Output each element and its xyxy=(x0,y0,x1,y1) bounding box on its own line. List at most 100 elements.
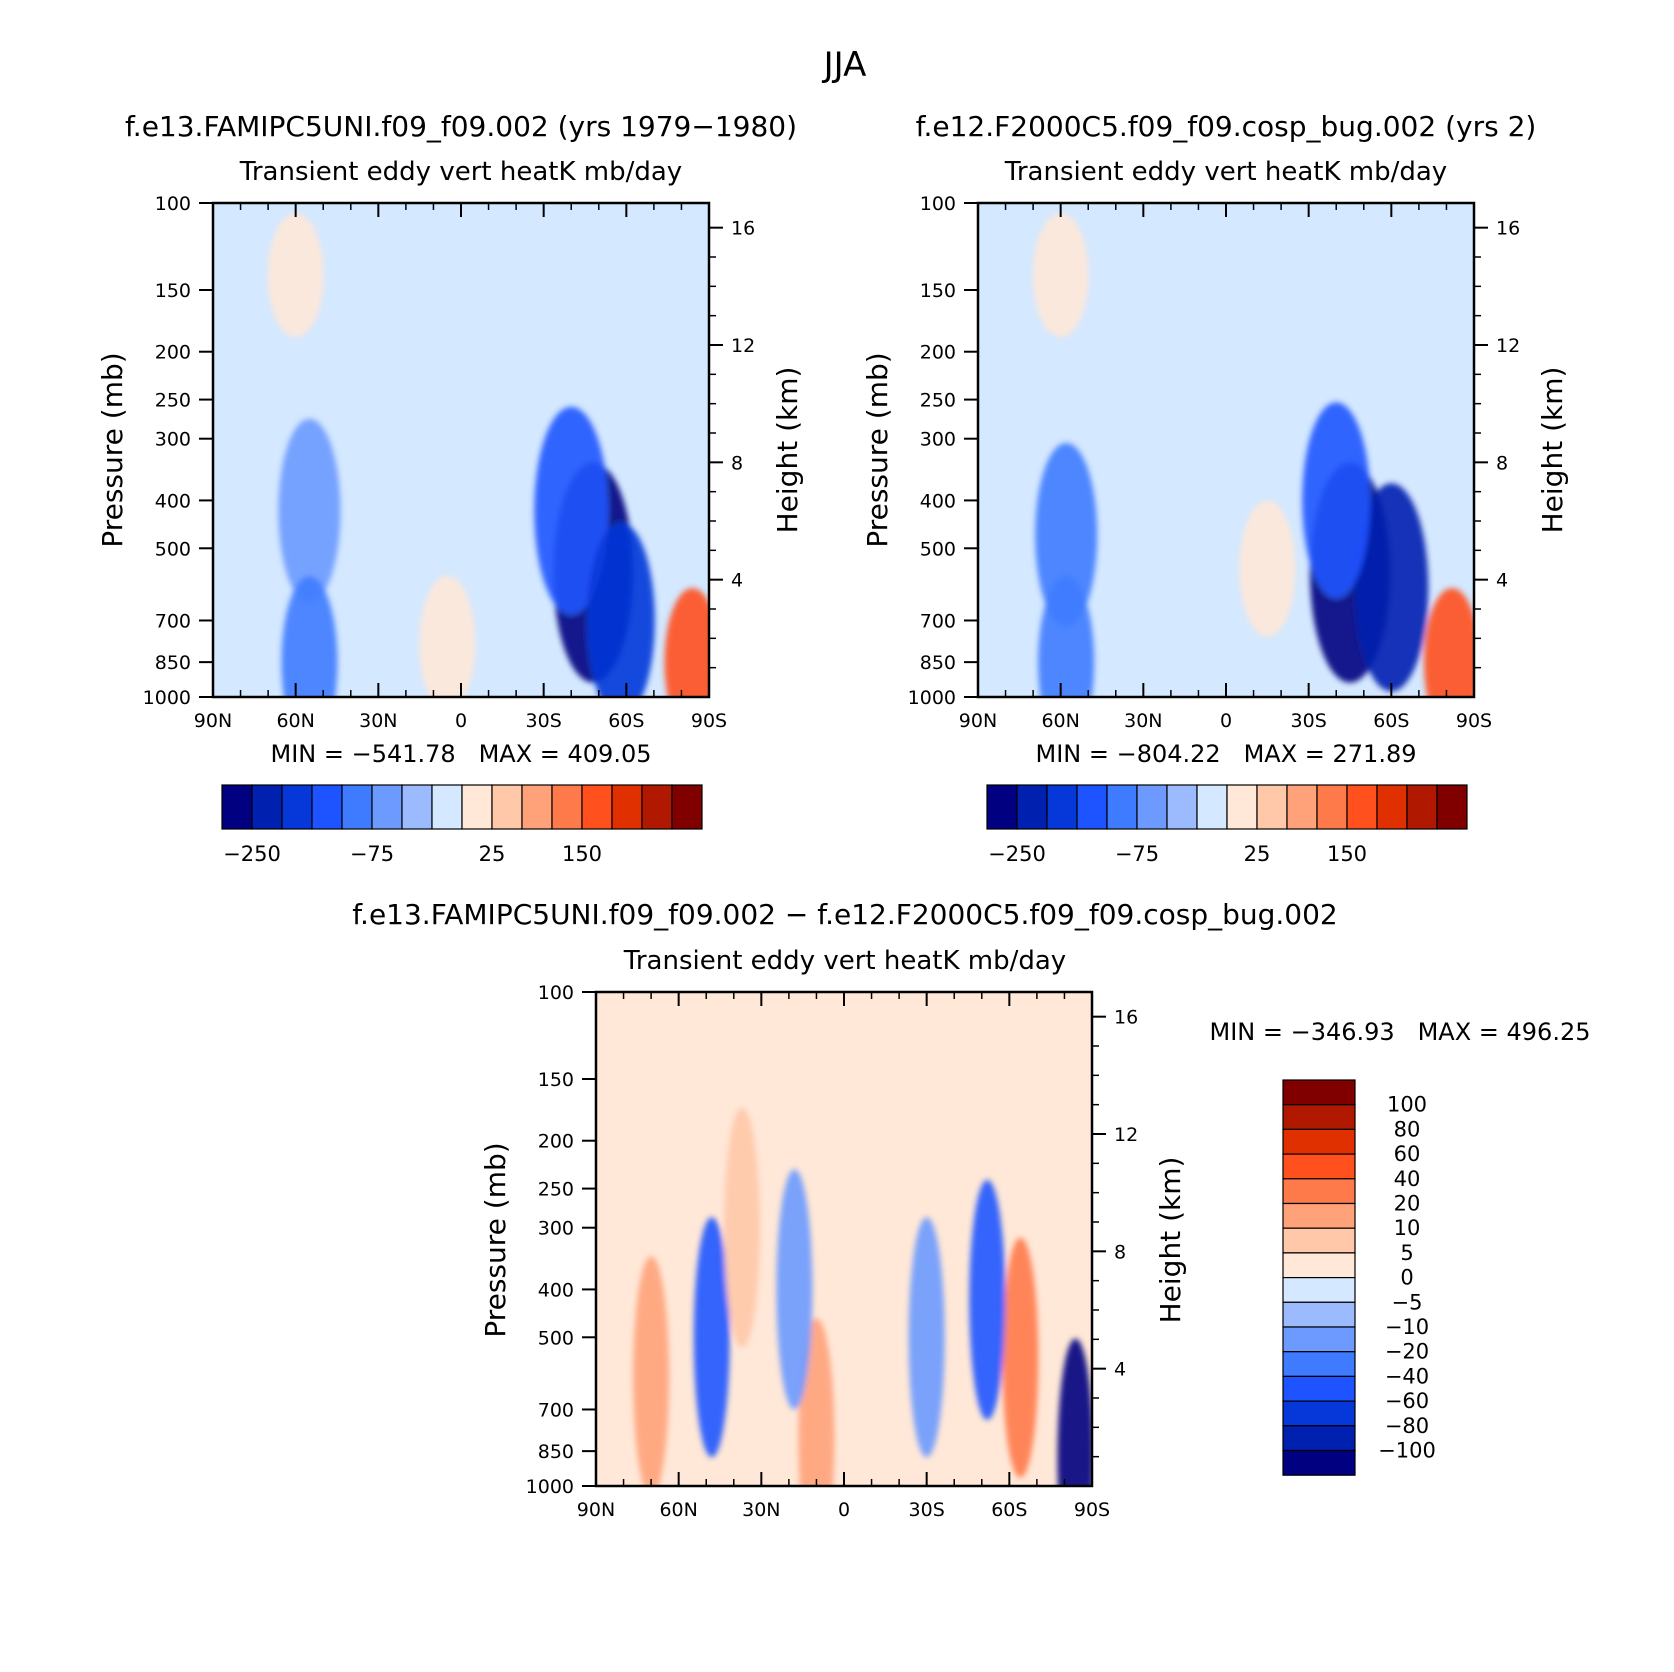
y-tick-label: 700 xyxy=(538,1399,574,1421)
colorbar-label: −40 xyxy=(1385,1364,1429,1388)
colorbar-swatch xyxy=(1282,1449,1356,1476)
colorbar-swatch xyxy=(1282,1351,1356,1377)
y-tick-label: 100 xyxy=(920,193,956,215)
y-tick-label: 250 xyxy=(155,390,191,412)
colorbar-swatch xyxy=(1282,1128,1356,1155)
y2-tick-label: 8 xyxy=(1114,1241,1126,1263)
contour-feature xyxy=(278,418,341,603)
y-tick-label: 500 xyxy=(920,538,956,560)
x-tick-label: 90S xyxy=(1074,1499,1110,1521)
y-tick-label: 850 xyxy=(920,652,956,674)
y-tick-label: 400 xyxy=(155,490,191,512)
contour-feature xyxy=(664,588,709,697)
colorbar-label: −20 xyxy=(1385,1340,1429,1364)
y-tick-label: 200 xyxy=(155,342,191,364)
y-tick-label: 150 xyxy=(155,280,191,302)
x-tick-label: 90S xyxy=(691,710,727,732)
panel-1-plot-area xyxy=(213,203,709,697)
contour-feature xyxy=(281,576,338,697)
contour-feature xyxy=(267,213,324,338)
colorbar-swatch xyxy=(611,784,643,830)
colorbar-swatch xyxy=(281,784,313,830)
colorbar-swatch xyxy=(1226,784,1258,830)
colorbar-label: −60 xyxy=(1385,1389,1429,1413)
contour-feature xyxy=(908,1217,945,1458)
colorbar-swatch xyxy=(1282,1202,1356,1229)
colorbar-swatch xyxy=(551,784,583,830)
panel-2-plot-area xyxy=(978,203,1474,697)
colorbar-label: 25 xyxy=(479,842,506,866)
colorbar-swatch xyxy=(581,784,613,830)
colorbar-swatch xyxy=(1316,784,1348,830)
colorbar-swatch xyxy=(1406,784,1438,830)
x-tick-label: 30N xyxy=(1124,710,1162,732)
contour-feature xyxy=(633,1256,670,1486)
y-tick-label: 850 xyxy=(155,652,191,674)
colorbar-swatch xyxy=(1436,784,1468,830)
colorbar-swatch xyxy=(491,784,523,830)
panel-2-y-axis-label: Pressure (mb) xyxy=(861,352,894,547)
y-tick-label: 400 xyxy=(920,490,956,512)
y-tick-label: 400 xyxy=(538,1279,574,1301)
y-tick-label: 1000 xyxy=(143,687,191,709)
colorbar-swatch xyxy=(1046,784,1078,830)
y-tick-label: 300 xyxy=(155,429,191,451)
x-tick-label: 60N xyxy=(1041,710,1079,732)
x-tick-label: 30N xyxy=(742,1499,780,1521)
y2-tick-label: 4 xyxy=(1114,1359,1126,1381)
colorbar-label: 40 xyxy=(1394,1167,1421,1191)
panel-2-subtitle: Transient eddy vert heatK mb/day xyxy=(1004,157,1447,187)
colorbar-swatch xyxy=(1166,784,1198,830)
colorbar-swatch xyxy=(1376,784,1408,830)
colorbar-swatch xyxy=(371,784,403,830)
colorbar-label: 100 xyxy=(1387,1093,1427,1117)
colorbar-label: 5 xyxy=(1400,1241,1413,1265)
panel-3-plot-area xyxy=(596,992,1092,1486)
colorbar-swatch xyxy=(1282,1400,1356,1427)
colorbar-swatch xyxy=(1256,784,1288,830)
colorbar-label: −100 xyxy=(1378,1439,1436,1463)
y2-tick-label: 8 xyxy=(731,452,743,474)
colorbar-swatch xyxy=(461,784,493,830)
panel-2-title: f.e12.F2000C5.f09_f09.cosp_bug.002 (yrs … xyxy=(916,110,1537,143)
colorbar-swatch xyxy=(1282,1153,1356,1180)
colorbar-swatch xyxy=(641,784,673,830)
panel-1-y-axis-label: Pressure (mb) xyxy=(96,352,129,547)
colorbar-swatch xyxy=(341,784,373,830)
colorbar-label: −5 xyxy=(1392,1290,1423,1314)
y2-tick-label: 16 xyxy=(1496,218,1520,240)
contour-feature xyxy=(1423,588,1474,697)
y-tick-label: 150 xyxy=(538,1069,574,1091)
y2-tick-label: 16 xyxy=(731,218,755,240)
y-tick-label: 200 xyxy=(538,1131,574,1153)
contour-feature xyxy=(1035,443,1098,628)
contour-feature xyxy=(1239,500,1296,637)
colorbar-swatch xyxy=(1346,784,1378,830)
colorbar-swatch xyxy=(1106,784,1138,830)
colorbar-label: 25 xyxy=(1244,842,1271,866)
x-tick-label: 60N xyxy=(276,710,314,732)
y2-tick-label: 4 xyxy=(731,570,743,592)
contour-feature xyxy=(693,1217,730,1458)
colorbar-label: −80 xyxy=(1385,1414,1429,1438)
contour-feature xyxy=(1115,343,1172,504)
contour-feature xyxy=(419,575,476,697)
y2-tick-label: 12 xyxy=(731,335,755,357)
y-tick-label: 300 xyxy=(920,429,956,451)
contour-feature xyxy=(364,343,421,504)
panel-3-subtitle: Transient eddy vert heatK mb/day xyxy=(623,946,1066,976)
colorbar-swatch xyxy=(1282,1326,1356,1353)
colorbar-swatch xyxy=(1286,784,1318,830)
y-tick-label: 500 xyxy=(538,1327,574,1349)
contour-feature xyxy=(1002,1237,1039,1478)
colorbar-swatch xyxy=(521,784,553,830)
x-tick-label: 30S xyxy=(909,1499,945,1521)
colorbar-swatch xyxy=(1282,1375,1356,1402)
y2-tick-label: 12 xyxy=(1496,335,1520,357)
colorbar-label: 10 xyxy=(1394,1216,1421,1240)
y-tick-label: 300 xyxy=(538,1218,574,1240)
x-tick-label: 60S xyxy=(1373,710,1409,732)
y-tick-label: 1000 xyxy=(908,687,956,709)
colorbar-swatch xyxy=(1282,1301,1356,1328)
y-tick-label: 1000 xyxy=(526,1476,574,1498)
